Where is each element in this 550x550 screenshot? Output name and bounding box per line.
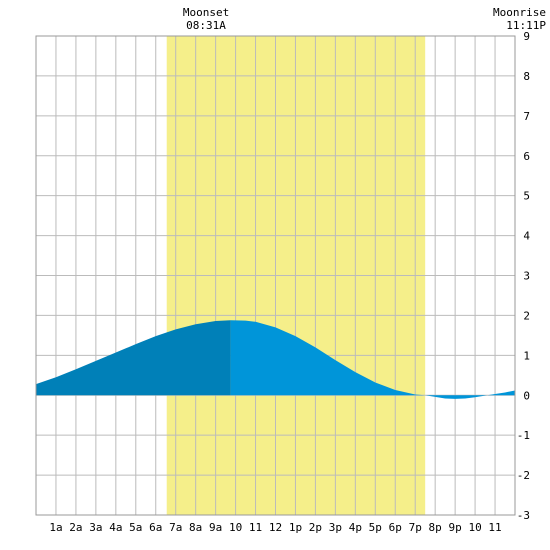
x-tick-label: 10 bbox=[468, 521, 481, 534]
x-tick-label: 7a bbox=[169, 521, 182, 534]
x-tick-label: 6p bbox=[389, 521, 402, 534]
x-tick-label: 2a bbox=[69, 521, 82, 534]
x-tick-label: 11 bbox=[249, 521, 262, 534]
plot-border bbox=[35, 35, 516, 516]
x-tick-label: 8a bbox=[189, 521, 202, 534]
x-tick-label: 2p bbox=[309, 521, 322, 534]
moon-event-name: Moonrise bbox=[493, 6, 546, 19]
y-tick-label: 3 bbox=[523, 270, 530, 283]
y-tick-label: -3 bbox=[517, 509, 530, 522]
y-tick-label: 2 bbox=[523, 309, 530, 322]
tide-area bbox=[36, 320, 515, 399]
y-tick-labels: -3 -2 -1 0 1 2 3 4 5 6 7 8 9 bbox=[517, 30, 531, 522]
x-tick-label: 1a bbox=[49, 521, 62, 534]
y-tick-label: 9 bbox=[523, 30, 530, 43]
y-tick-label: 5 bbox=[523, 190, 530, 203]
y-tick-label: 0 bbox=[523, 389, 530, 402]
x-tick-label: 4p bbox=[349, 521, 362, 534]
y-tick-label: 6 bbox=[523, 150, 530, 163]
x-tick-labels: 1a 2a 3a 4a 5a 6a 7a 8a 9a 10 11 12 1p 2p 3p 4p 5p 6p 7p 8p… bbox=[49, 521, 501, 534]
x-tick-label: 3a bbox=[89, 521, 102, 534]
x-tick-label: 1p bbox=[289, 521, 302, 534]
moon-event-time: 11:11P bbox=[506, 19, 546, 32]
x-tick-label: 9a bbox=[209, 521, 222, 534]
x-tick-label: 11 bbox=[488, 521, 501, 534]
y-tick-label: 8 bbox=[523, 70, 530, 83]
tide-area-rising bbox=[36, 320, 231, 396]
x-tick-label: 12 bbox=[269, 521, 282, 534]
tide-area-falling bbox=[230, 320, 515, 399]
moon-event-time: 08:31A bbox=[186, 19, 226, 32]
y-tick-label: 1 bbox=[523, 349, 530, 362]
x-tick-label: 8p bbox=[429, 521, 442, 534]
x-tick-label: 9p bbox=[449, 521, 462, 534]
y-tick-label: -2 bbox=[517, 469, 530, 482]
y-tick-label: 7 bbox=[523, 110, 530, 123]
x-tick-label: 5p bbox=[369, 521, 382, 534]
x-tick-label: 4a bbox=[109, 521, 122, 534]
x-tick-label: 3p bbox=[329, 521, 342, 534]
y-tick-label: -1 bbox=[517, 429, 530, 442]
moon-event-name: Moonset bbox=[183, 6, 229, 19]
y-tick-label: 4 bbox=[523, 230, 530, 243]
x-tick-label: 6a bbox=[149, 521, 162, 534]
grid-lines bbox=[35, 35, 516, 516]
x-tick-label: 7p bbox=[409, 521, 422, 534]
x-tick-label: 10 bbox=[229, 521, 242, 534]
x-tick-label: 5a bbox=[129, 521, 142, 534]
